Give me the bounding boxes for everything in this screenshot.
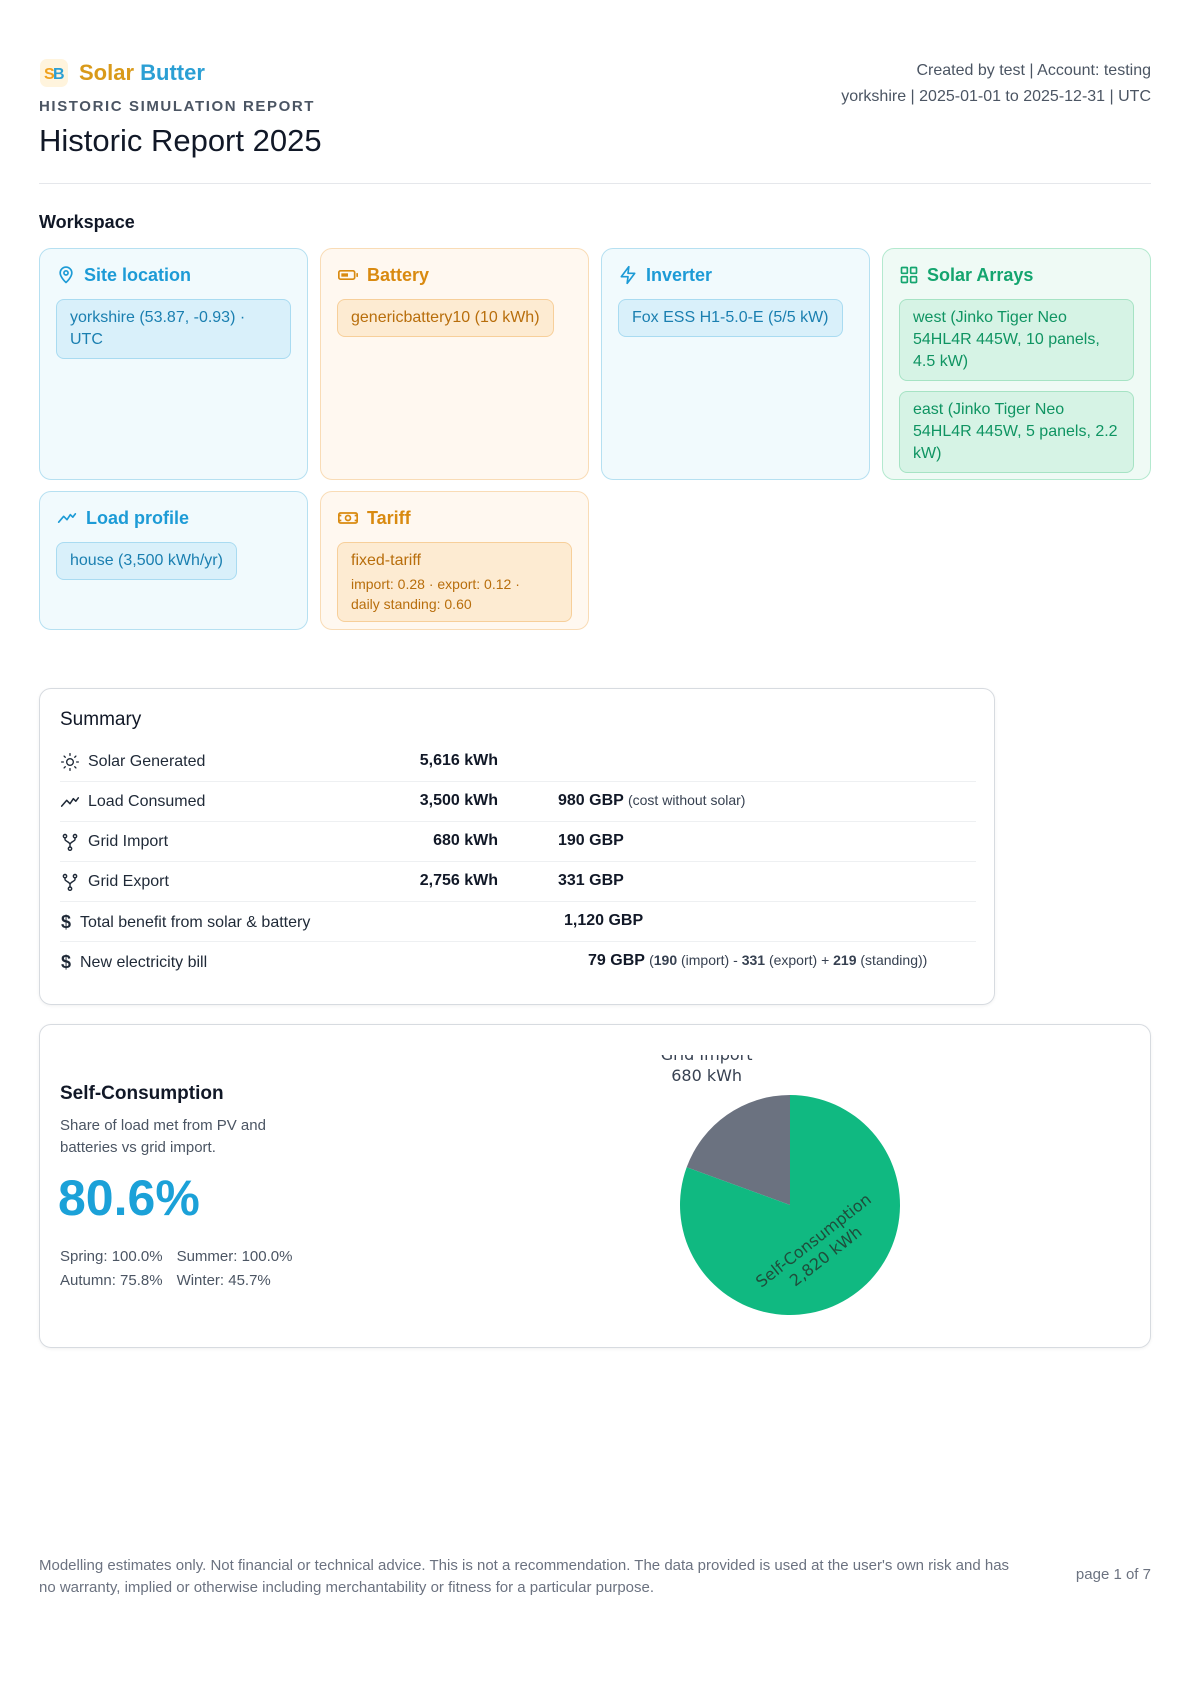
lightning-icon <box>620 265 636 285</box>
tariff-chip: fixed-tariff import: 0.28 · export: 0.12… <box>337 542 572 622</box>
self-consumption-percent: 80.6% <box>58 1170 200 1226</box>
tariff-card: Tariff fixed-tariff import: 0.28 · expor… <box>320 491 589 630</box>
solar-array-west-chip: west (Jinko Tiger Neo 54HL4R 445W, 10 pa… <box>899 299 1134 381</box>
summary-gbp: 331 GBP <box>558 872 624 889</box>
battery-title: Battery <box>367 264 430 285</box>
summary-label: Solar Generated <box>88 753 206 770</box>
summary-label: New electricity bill <box>80 953 208 971</box>
report-header: S B Solar Butter HISTORIC SIMULATION REP… <box>39 56 1151 184</box>
load-profile-title: Load profile <box>86 507 189 528</box>
solar-arrays-title: Solar Arrays <box>927 264 1034 285</box>
load-profile-card: Load profile house (3,500 kWh/yr) <box>39 491 308 630</box>
grid-fork-icon <box>62 873 78 892</box>
brand-name: Solar Butter <box>79 60 205 86</box>
report-meta: Created by test | Account: testing yorks… <box>841 58 1151 110</box>
summary-kwh: 2,756 kWh <box>419 872 498 889</box>
summary-row-grid-import: Grid Import 680 kWh 190 GBP <box>60 822 976 862</box>
trend-icon <box>57 513 77 523</box>
tariff-detail-line1: import: 0.28 · export: 0.12 · <box>351 576 520 592</box>
season-summer: Summer: 100.0% <box>176 1248 293 1265</box>
pie-slice-self-consumption <box>680 1095 900 1315</box>
summary-label: Grid Export <box>88 873 169 890</box>
brand: S B Solar Butter <box>39 56 1151 90</box>
site-location-title: Site location <box>84 264 192 285</box>
map-pin-icon <box>59 266 73 284</box>
solar-arrays-card: Solar Arrays west (Jinko Tiger Neo 54HL4… <box>882 248 1151 480</box>
season-spring: Spring: 100.0% <box>60 1248 163 1265</box>
load-profile-chip: house (3,500 kWh/yr) <box>56 542 237 580</box>
report-kicker: HISTORIC SIMULATION REPORT <box>39 98 316 115</box>
tariff-title: Tariff <box>367 507 411 528</box>
workspace-title: Workspace <box>39 212 135 232</box>
pie-slice-grid-import <box>686 1095 790 1205</box>
summary-label: Grid Import <box>88 833 169 850</box>
meta-created: Created by test | Account: testing <box>916 62 1151 79</box>
inverter-card: Inverter Fox ESS H1-5.0-E (5/5 kW) <box>601 248 870 480</box>
bill-breakdown: (190 (import) - 331 (export) + 219 (stan… <box>649 952 928 968</box>
summary-row-new-bill: $ New electricity bill 79 GBP (190 (impo… <box>60 942 976 982</box>
report-title: Historic Report 2025 <box>39 123 322 158</box>
battery-icon <box>338 270 358 280</box>
page-number: page 1 of 7 <box>1075 1566 1151 1583</box>
inverter-chip: Fox ESS H1-5.0-E (5/5 kW) <box>618 299 843 337</box>
pie-value-grid-import: 680 kWh <box>671 1066 742 1085</box>
summary-label: Load Consumed <box>88 793 206 810</box>
grid-fork-icon <box>62 833 78 852</box>
meta-location-range: yorkshire | 2025-01-01 to 2025-12-31 | U… <box>841 88 1151 105</box>
pie-label-grid-import: Grid Import <box>661 1055 753 1064</box>
summary-gbp: 980 GBP <box>558 792 624 809</box>
tariff-detail-line2: daily standing: 0.60 <box>351 596 472 612</box>
banknote-icon <box>338 512 358 524</box>
solar-butter-logo-icon: S B <box>39 58 69 88</box>
self-consumption-panel: Self-Consumption Share of load met from … <box>39 1024 1151 1348</box>
inverter-title: Inverter <box>646 264 713 285</box>
brand-solar: Solar <box>79 60 135 85</box>
battery-chip: genericbattery10 (10 kWh) <box>337 299 554 337</box>
summary-gbp: 1,120 GBP <box>564 912 644 929</box>
season-autumn: Autumn: 75.8% <box>60 1272 163 1289</box>
grid-icon <box>900 266 918 284</box>
summary-gbp: 190 GBP <box>558 832 624 849</box>
summary-label: Total benefit from solar & battery <box>80 913 311 931</box>
site-location-chip: yorkshire (53.87, -0.93) · UTC <box>56 299 291 359</box>
summary-note: (cost without solar) <box>627 792 746 808</box>
brand-butter: Butter <box>140 60 205 85</box>
self-consumption-subtitle: Share of load met from PV and batteries … <box>60 1117 266 1156</box>
season-winter: Winter: 45.7% <box>176 1272 271 1289</box>
summary-kwh: 5,616 kWh <box>419 752 498 769</box>
dollar-icon: $ <box>60 952 71 972</box>
season-breakdown: Spring: 100.0% Summer: 100.0% Autumn: 75.… <box>60 1245 306 1293</box>
summary-row-total-benefit: $ Total benefit from solar & battery 1,1… <box>60 902 976 942</box>
trend-icon <box>60 797 80 807</box>
svg-text:B: B <box>53 66 65 83</box>
summary-gbp: 79 GBP <box>588 952 645 969</box>
site-location-card: Site location yorkshire (53.87, -0.93) ·… <box>39 248 308 480</box>
dollar-icon: $ <box>60 912 71 932</box>
summary-row-grid-export: Grid Export 2,756 kWh 331 GBP <box>60 862 976 902</box>
disclaimer: Modelling estimates only. Not financial … <box>39 1557 1010 1596</box>
self-consumption-title: Self-Consumption <box>60 1083 224 1104</box>
battery-card: Battery genericbattery10 (10 kWh) <box>320 248 589 480</box>
sun-icon <box>61 753 80 771</box>
summary-panel: Summary Solar Generated 5,616 kWh Load C… <box>39 688 995 1005</box>
summary-kwh: 680 kWh <box>433 832 498 849</box>
summary-kwh: 3,500 kWh <box>419 792 498 809</box>
summary-title: Summary <box>60 709 142 730</box>
solar-array-east-chip: east (Jinko Tiger Neo 54HL4R 445W, 5 pan… <box>899 391 1134 473</box>
svg-text:S: S <box>44 66 55 83</box>
summary-row-solar: Solar Generated 5,616 kWh <box>60 742 976 782</box>
summary-row-load: Load Consumed 3,500 kWh 980 GBP (cost wi… <box>60 782 976 822</box>
tariff-name: fixed-tariff <box>351 552 421 569</box>
